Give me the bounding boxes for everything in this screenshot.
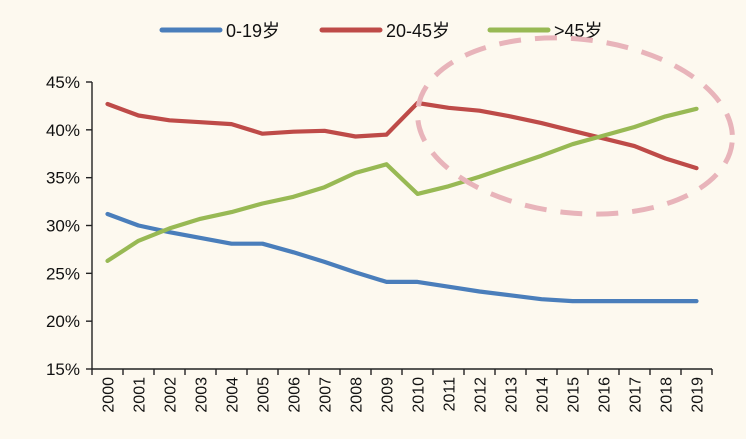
- y-tick-label: 30%: [46, 217, 80, 236]
- series-1-point: [385, 133, 388, 137]
- series-2-point: [323, 185, 326, 189]
- series-2-point: [540, 154, 543, 158]
- x-tick-label: 2002: [163, 377, 180, 413]
- series-2-point: [199, 217, 202, 221]
- y-tick-label: 45%: [46, 73, 80, 92]
- series-2-point: [447, 184, 450, 188]
- series-1-point: [261, 132, 264, 136]
- series-2-point: [354, 171, 357, 175]
- series-2-point: [695, 107, 698, 111]
- series-2-point: [292, 195, 295, 199]
- x-tick-label: 2006: [287, 377, 304, 413]
- x-tick-label: 2014: [535, 377, 552, 413]
- series-1-point: [354, 135, 357, 139]
- series-2-point: [230, 210, 233, 214]
- series-1-point: [633, 144, 636, 148]
- series-2-point: [633, 125, 636, 129]
- x-tick-label: 2015: [566, 377, 583, 413]
- series-2-point: [416, 192, 419, 196]
- series-0-point: [602, 299, 605, 303]
- series-1-point: [478, 109, 481, 113]
- series-0-point: [292, 250, 295, 254]
- highlight-ellipse: [415, 35, 735, 217]
- series-0-point: [664, 299, 667, 303]
- series-0-point: [261, 242, 264, 246]
- y-tick-label: 35%: [46, 169, 80, 188]
- series-0-point: [540, 297, 543, 301]
- x-tick-label: 2000: [101, 377, 118, 413]
- x-tick-label: 2016: [597, 377, 614, 413]
- y-axis: 15% 20% 25% 30% 35% 40% 45%: [46, 73, 93, 379]
- series-1-point: [695, 166, 698, 170]
- x-axis: 2000 2001 2002 2003 2004 2005 2006 2007 2008 2009…: [91, 368, 713, 413]
- series-1-point: [168, 118, 171, 122]
- series-1-point: [664, 157, 667, 161]
- x-tick-label: 2013: [504, 377, 521, 413]
- series-0-point: [354, 270, 357, 274]
- series-0-point: [447, 285, 450, 289]
- series-1-point: [230, 122, 233, 126]
- series-2-point: [106, 259, 109, 263]
- series-2-point: [571, 142, 574, 146]
- series-2-point: [261, 201, 264, 205]
- series-1-point: [292, 130, 295, 134]
- legend: 0-19岁 20-45岁 >45岁: [159, 21, 603, 41]
- y-tick-label: 25%: [46, 264, 80, 283]
- series-layer: [105, 100, 699, 304]
- series-0-point: [633, 299, 636, 303]
- x-tick-label: 2018: [659, 377, 676, 413]
- x-tick-label: 2011: [442, 377, 459, 412]
- series-1-point: [137, 113, 140, 117]
- series-line-0: [105, 211, 699, 304]
- x-tick-label: 2010: [411, 377, 428, 413]
- series-0-point: [571, 299, 574, 303]
- series-0-point: [323, 260, 326, 264]
- legend-label-1: 20-45岁: [386, 21, 450, 41]
- series-2-point: [168, 226, 171, 230]
- legend-label-2: >45岁: [554, 21, 603, 41]
- legend-label-0: 0-19岁: [226, 21, 280, 41]
- series-2-point: [602, 134, 605, 138]
- y-tick-label: 20%: [46, 312, 80, 331]
- series-1-point: [199, 120, 202, 124]
- series-0-point: [168, 230, 171, 234]
- x-tick-label: 2004: [225, 377, 242, 413]
- series-2-point: [137, 239, 140, 243]
- x-tick-label: 2019: [690, 377, 707, 413]
- series-0-point: [416, 280, 419, 284]
- series-2-point: [509, 164, 512, 168]
- x-tick-label: 2001: [132, 377, 149, 413]
- series-2-point: [478, 175, 481, 179]
- x-tick-label: 2009: [380, 377, 397, 413]
- series-0-point: [137, 224, 140, 227]
- series-1-point: [540, 121, 543, 125]
- x-tick-label: 2007: [318, 377, 335, 413]
- series-0-point: [509, 293, 512, 297]
- series-0-point: [106, 212, 109, 216]
- series-0-point: [385, 280, 388, 284]
- series-0-point: [230, 242, 233, 246]
- series-1-point: [509, 114, 512, 118]
- series-0-point: [199, 236, 202, 240]
- x-tick-label: 2017: [628, 377, 645, 413]
- series-1-point: [106, 102, 109, 106]
- x-tick-label: 2003: [194, 377, 211, 413]
- y-tick-label: 40%: [46, 121, 80, 140]
- x-tick-label: 2005: [256, 377, 273, 413]
- x-tick-label: 2008: [349, 377, 366, 413]
- series-1-point: [447, 106, 450, 110]
- series-0-point: [695, 299, 698, 303]
- series-2-point: [664, 114, 667, 118]
- x-tick-label: 2012: [473, 377, 490, 413]
- series-1-point: [571, 129, 574, 133]
- series-2-point: [385, 162, 388, 166]
- series-0-point: [478, 290, 481, 294]
- series-line-2: [105, 106, 699, 263]
- series-1-point: [323, 129, 326, 133]
- y-tick-label: 15%: [46, 360, 80, 379]
